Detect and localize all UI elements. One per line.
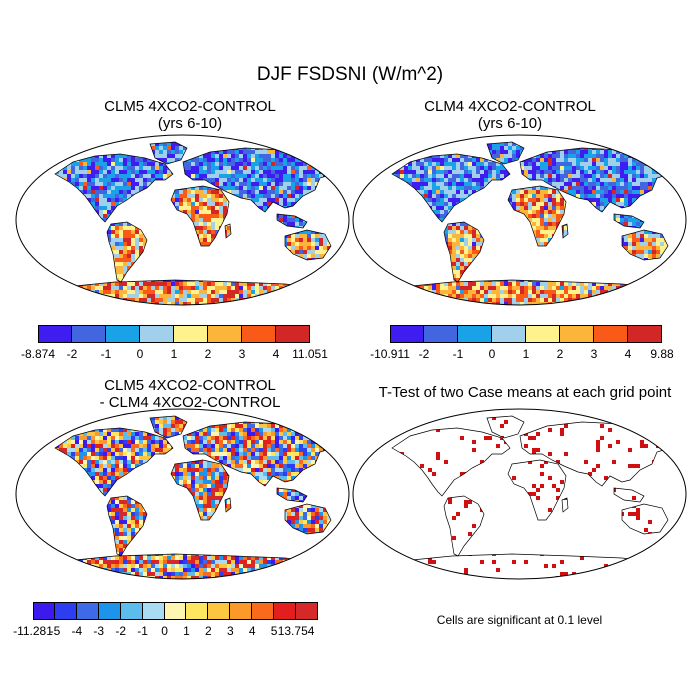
panel-3-colorbar-swatch xyxy=(164,602,187,620)
panel-3-colorbar-label: 5 xyxy=(270,624,278,638)
panel-2-colorbar-label: -1 xyxy=(452,347,464,361)
panel-3-colorbar-label: -2 xyxy=(115,624,127,638)
panel-3-map xyxy=(15,408,350,580)
figure-title: DJF FSDSNI (W/m^2) xyxy=(256,64,444,85)
panel-3-colorbar-label: -11.281 xyxy=(13,624,53,638)
panel-1-title-line1: CLM5 4XCO2-CONTROL xyxy=(104,98,276,115)
panel-2-colorbar-label: -2 xyxy=(418,347,430,361)
panel-3-title: CLM5 4XCO2-CONTROL - CLM4 4XCO2-CONTROL xyxy=(25,377,355,411)
panel-4-map-svg xyxy=(352,408,687,580)
panel-3-colorbar-swatch xyxy=(142,602,165,620)
panel-3-colorbar-label: -4 xyxy=(71,624,83,638)
panel-3-colorbar: -11.281 -5 -4 -3 -2 -1 0 1 2 3 4 5 13.754 xyxy=(13,602,318,638)
panel-2-map-border xyxy=(352,134,687,306)
panel-2-colorbar-label: 0 xyxy=(488,347,496,361)
panel-3-map-border xyxy=(15,408,350,580)
panel-1-map-border xyxy=(15,134,350,306)
panel-3-colorbar-swatch xyxy=(186,602,209,620)
panel-3-colorbar-label: 2 xyxy=(205,624,212,638)
panel-1-colorbar-label: 3 xyxy=(238,347,246,361)
panel-2-colorbar-swatch xyxy=(390,325,424,343)
panel-2-colorbar-label: -10.911 xyxy=(370,347,410,361)
panel-2-colorbar-label: 1 xyxy=(522,347,530,361)
panel-1-colorbar-swatch xyxy=(106,325,140,343)
panel-1-colorbar-label: -8.874 xyxy=(20,347,56,361)
panel-2-title-line1: CLM4 4XCO2-CONTROL xyxy=(424,98,596,115)
panel-3-colorbar-label: 1 xyxy=(183,624,190,638)
panel-1-colorbar-swatch xyxy=(38,325,72,343)
panel-2-colorbar-swatch xyxy=(458,325,492,343)
panel-3-colorbar-swatch xyxy=(274,602,297,620)
panel-1-map xyxy=(15,134,350,306)
panel-4-map-border xyxy=(352,408,687,580)
panel-1-title-line2: (yrs 6-10) xyxy=(157,115,223,132)
panel-2-colorbar-label: 3 xyxy=(590,347,598,361)
panel-1-colorbar-label: 4 xyxy=(272,347,280,361)
panel-3-colorbar-label: -5 xyxy=(49,624,61,638)
panel-4-map xyxy=(352,408,687,580)
panel-2-colorbar-swatch xyxy=(594,325,628,343)
panel-2-colorbar-swatch xyxy=(560,325,594,343)
panel-2-colorbar-frame xyxy=(390,325,662,343)
panel-1-colorbar-swatch xyxy=(242,325,276,343)
panel-1-colorbar-swatch xyxy=(140,325,174,343)
panel-2-map-svg xyxy=(352,134,687,306)
panel-2-colorbar-label: 9.88 xyxy=(650,347,674,361)
panel-1-colorbar-swatch xyxy=(174,325,208,343)
panel-2-colorbar-swatch xyxy=(492,325,526,343)
panel-3-colorbar-swatch xyxy=(98,602,121,620)
panel-2-colorbar-swatch xyxy=(526,325,560,343)
panel-3-colorbar-label: 4 xyxy=(248,624,256,638)
panel-1-map-svg xyxy=(15,134,350,306)
panel-2-title-line2: (yrs 6-10) xyxy=(477,115,543,132)
panel-2-colorbar: -10.911 -2 -1 0 1 2 3 4 9.88 xyxy=(370,325,674,361)
panel-1-colorbar-label: 11.051 xyxy=(292,347,328,361)
panel-2-map xyxy=(352,134,687,306)
panel-1-colorbar-label: 0 xyxy=(136,347,144,361)
panel-1-title: CLM5 4XCO2-CONTROL (yrs 6-10) xyxy=(25,98,355,132)
panel-1-colorbar-frame xyxy=(38,325,310,343)
panel-3-title-line2: - CLM4 4XCO2-CONTROL xyxy=(99,394,281,411)
panel-3-colorbar-swatch xyxy=(208,602,231,620)
panel-1-colorbar-swatch xyxy=(208,325,242,343)
panel-4-title: T-Test of two Case means at each grid po… xyxy=(378,384,672,401)
panel-2-title: CLM4 4XCO2-CONTROL (yrs 6-10) xyxy=(345,98,675,132)
panel-3-colorbar-frame xyxy=(33,602,318,620)
panel-3-title-line1: CLM5 4XCO2-CONTROL xyxy=(104,377,276,394)
panel-1-colorbar-label: -1 xyxy=(100,347,112,361)
panel-1-colorbar-label: -2 xyxy=(66,347,78,361)
panel-1-colorbar-label: 2 xyxy=(204,347,212,361)
panel-3-colorbar-swatch xyxy=(54,602,77,620)
panel-3-colorbar-swatch xyxy=(33,602,55,620)
panel-1-colorbar: -8.874 -2 -1 0 1 2 3 4 11.051 xyxy=(21,325,328,361)
panel-2-colorbar-label: 2 xyxy=(556,347,564,361)
panel-3-colorbar-label: 0 xyxy=(161,624,168,638)
panel-3-colorbar-label: 13.754 xyxy=(277,624,315,638)
panel-3-colorbar-swatch xyxy=(120,602,143,620)
panel-3-colorbar-label: -1 xyxy=(137,624,148,638)
panel-2-colorbar-swatch xyxy=(424,325,458,343)
panel-3-colorbar-swatch xyxy=(76,602,99,620)
panel-1-colorbar-label: 1 xyxy=(170,347,178,361)
panel-2-colorbar-label: 4 xyxy=(624,347,632,361)
panel-1-colorbar-swatch xyxy=(72,325,106,343)
panel-3-colorbar-label: -3 xyxy=(93,624,105,638)
panel-3-map-svg xyxy=(15,408,350,580)
significance-note: Cells are significant at 0.1 level xyxy=(436,613,603,627)
panel-3-colorbar-swatch xyxy=(230,602,253,620)
panel-3-colorbar-swatch xyxy=(252,602,275,620)
panel-3-colorbar-label: 3 xyxy=(226,624,234,638)
